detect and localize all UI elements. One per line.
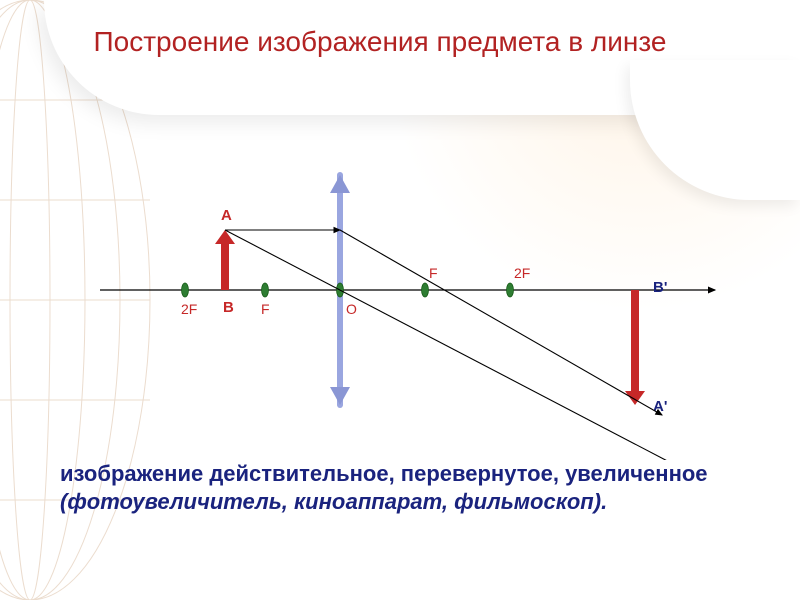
- focal-marker: [507, 283, 514, 297]
- focal-label: O: [346, 301, 357, 317]
- focal-label: 2F: [181, 301, 197, 317]
- caption: изображение действительное, перевернутое…: [60, 460, 740, 515]
- focal-label: F: [261, 301, 270, 317]
- focal-marker: [422, 283, 429, 297]
- caption-italic: (фотоувеличитель, киноаппарат, фильмоско…: [60, 489, 607, 514]
- ray: [225, 230, 700, 460]
- label-Aprime: A': [653, 398, 667, 415]
- label-Bprime: B': [653, 279, 667, 296]
- object-arrow-head: [215, 230, 235, 244]
- focal-label: F: [429, 265, 438, 281]
- optics-diagram: 2F F O F 2F A B B' A': [80, 120, 740, 460]
- ray: [340, 230, 662, 415]
- focal-marker: [262, 283, 269, 297]
- caption-plain: изображение действительное, перевернутое…: [60, 461, 708, 486]
- focal-label: 2F: [514, 265, 530, 281]
- slide-title: Построение изображения предмета в линзе: [80, 26, 680, 58]
- focal-marker: [182, 283, 189, 297]
- label-B: B: [223, 299, 234, 316]
- label-A: A: [221, 207, 232, 224]
- stage: Построение изображения предмета в линзе …: [0, 0, 800, 600]
- lens-arrow-down: [330, 387, 350, 405]
- lens-arrow-up: [330, 175, 350, 193]
